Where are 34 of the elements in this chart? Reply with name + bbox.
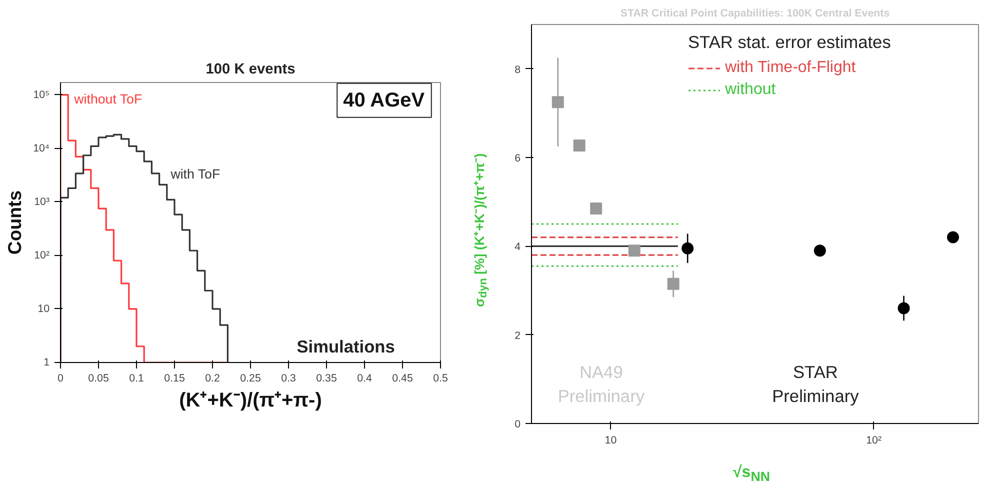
y-tick-label: 8	[514, 64, 521, 76]
x-tick-label: 0.4	[357, 372, 372, 384]
series-label: with ToF	[170, 166, 220, 182]
x-tick-label: 0.15	[164, 372, 185, 384]
x-tick-label: 0.05	[88, 372, 109, 384]
x-tick-label: 0.35	[316, 372, 337, 384]
x-tick-label: 0.3	[281, 372, 296, 384]
y-tick-label: 2	[514, 330, 521, 342]
x-tick-label: 0.1	[129, 372, 144, 384]
y-tick-label: 10⁵	[33, 88, 50, 101]
y-axis-title: Counts	[4, 190, 26, 255]
y-tick-label: 4	[514, 241, 521, 254]
x-tick-label: 0	[58, 372, 64, 384]
y-tick-label: 1	[44, 356, 50, 368]
x-tick-label: 0.45	[392, 372, 413, 384]
y-tick-label: 6	[514, 152, 521, 164]
y-tick-label: 10⁴	[33, 142, 50, 154]
legend-title: STAR stat. error estimates	[688, 32, 891, 53]
y-tick-label: 0	[514, 418, 521, 430]
annotation: STAR Preliminary	[772, 362, 860, 406]
annotation: 40 AGeV	[343, 89, 426, 112]
y-tick-label: 10	[38, 302, 50, 315]
x-tick-label: 0.25	[240, 372, 261, 384]
chart-title: 100 K events	[206, 62, 296, 78]
x-tick-label: 0.2	[205, 372, 220, 384]
annotation: Simulations	[296, 336, 395, 356]
x-tick-label: 0.5	[433, 372, 448, 384]
x-axis-title: √s$_{NN}$	[733, 464, 770, 484]
x-axis-title: (K⁺+K⁻)/(π⁺+π-)	[179, 390, 322, 412]
legend-label: with Time-of-Flight	[725, 59, 856, 77]
y-tick-label: 10³	[34, 196, 50, 208]
series-label: without ToF	[73, 92, 142, 107]
legend-label: without	[725, 81, 776, 99]
y-tick-label: 10²	[34, 249, 50, 262]
